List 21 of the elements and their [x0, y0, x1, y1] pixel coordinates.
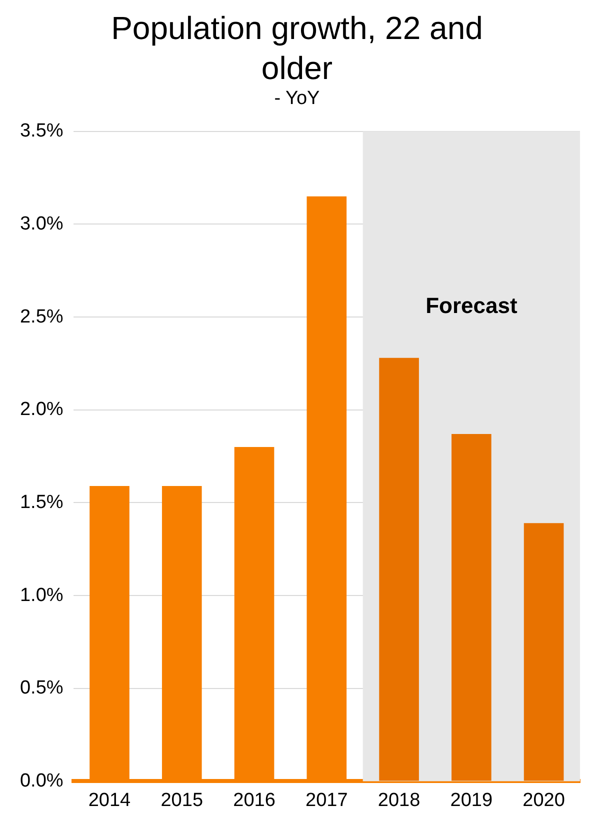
y-tick-label: 3.5% [20, 120, 64, 142]
y-tick-label: 2.5% [20, 306, 64, 328]
x-tick-label: 2014 [88, 790, 132, 811]
x-tick-label: 2016 [233, 790, 276, 811]
bar [524, 523, 564, 781]
chart-subtitle: - YoY [273, 88, 321, 110]
x-tick-label: 2019 [450, 790, 493, 811]
y-tick-label: 1.0% [20, 584, 64, 606]
y-tick-label: 2.0% [20, 399, 64, 420]
x-tick-label: 2020 [522, 790, 565, 811]
bar [452, 434, 492, 781]
x-tick-label: 2018 [378, 790, 420, 811]
y-tick-label: 0.0% [20, 770, 64, 792]
band-label: Forecast [426, 292, 518, 318]
y-tick-label: 3.0% [20, 213, 64, 234]
x-tick-label: 2017 [306, 790, 348, 811]
y-tick-label: 1.5% [20, 492, 64, 513]
y-tick-label: 0.5% [20, 678, 64, 699]
x-tick-label: 2015 [160, 790, 204, 811]
chart-title: Population growth, 22 and older [110, 9, 484, 88]
bar [379, 358, 419, 781]
